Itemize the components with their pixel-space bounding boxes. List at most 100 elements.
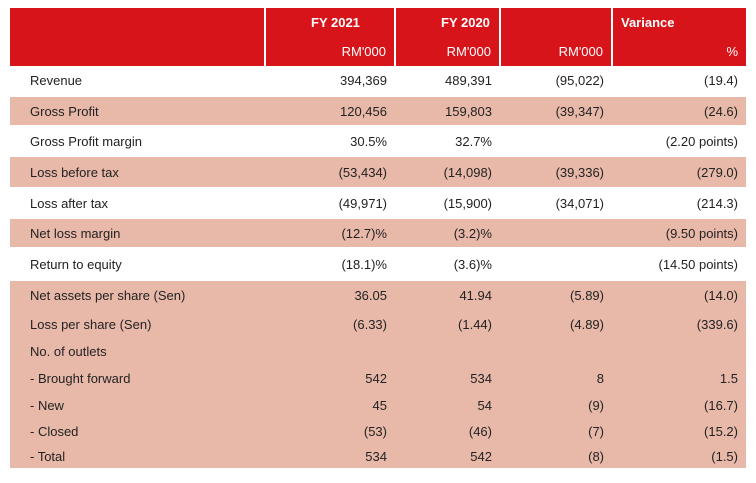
value-cell: (3.2)% <box>395 217 500 248</box>
value-cell: 30.5% <box>265 125 395 156</box>
row-label: - Closed <box>10 418 265 444</box>
value-cell: (95,022) <box>500 66 612 96</box>
value-cell: 534 <box>395 364 500 392</box>
value-cell: 534 <box>265 444 395 468</box>
row-label: - Total <box>10 444 265 468</box>
value-cell <box>500 217 612 248</box>
value-cell: (19.4) <box>612 66 746 96</box>
value-cell: 159,803 <box>395 95 500 126</box>
value-cell: (53,434) <box>265 155 395 188</box>
value-cell: 41.94 <box>395 279 500 310</box>
value-cell: (14.50 points) <box>612 247 746 280</box>
value-cell: (46) <box>395 418 500 444</box>
value-cell: 36.05 <box>265 279 395 310</box>
value-cell: (2.20 points) <box>612 125 746 156</box>
row-label: Loss after tax <box>10 187 265 218</box>
row-label: Gross Profit <box>10 95 265 126</box>
value-cell: (53) <box>265 418 395 444</box>
value-cell: (18.1)% <box>265 247 395 280</box>
value-cell: 489,391 <box>395 66 500 96</box>
header-row: FY 2021 FY 2020 Variance <box>10 8 746 37</box>
header-cell: RM'000 <box>394 37 500 66</box>
row-label: Net loss margin <box>10 217 265 248</box>
value-cell: (339.6) <box>612 310 746 338</box>
row-label: Loss before tax <box>10 155 265 188</box>
value-cell <box>500 247 612 280</box>
body-row: Revenue 394,369 489,391 (95,022) (19.4) <box>10 66 746 96</box>
value-cell <box>612 338 746 364</box>
body-row: Loss before tax (53,434) (14,098) (39,336)(… <box>10 155 746 188</box>
body-row: Loss after tax (49,971) (15,900) (34,071) (2… <box>10 187 746 218</box>
value-cell: (3.6)% <box>395 247 500 280</box>
body-row: - Brought forward 542 534 8 1.5 <box>10 364 746 392</box>
row-label: - Brought forward <box>10 364 265 392</box>
value-cell: (12.7)% <box>265 217 395 248</box>
body-row: Loss per share (Sen) (6.33) (1.44) (4.89) (3… <box>10 310 746 338</box>
row-label: - New <box>10 392 265 418</box>
value-cell: (7) <box>500 418 612 444</box>
value-cell: 542 <box>265 364 395 392</box>
body-row: Gross Profit margin 30.5% 32.7% (2.20 point… <box>10 125 746 156</box>
body-row: Return to equity (18.1)% (3.6)% (14.50 poin… <box>10 247 746 280</box>
value-cell: (279.0) <box>612 155 746 188</box>
body-row: Net assets per share (Sen) 36.05 41.94 (5.8… <box>10 279 746 310</box>
value-cell: 120,456 <box>265 95 395 126</box>
header-cell: Variance <box>611 8 746 37</box>
body-row: - New 45 54 (9) (16.7) <box>10 392 746 418</box>
value-cell: (14.0) <box>612 279 746 310</box>
value-cell: 8 <box>500 364 612 392</box>
financial-table: FY 2021 FY 2020 Variance RM'000 RM'000 RM'000… <box>10 8 746 468</box>
value-cell: 394,369 <box>265 66 395 96</box>
value-cell: 542 <box>395 444 500 468</box>
body-row: - Total 534 542 (8) (1.5) <box>10 444 746 468</box>
row-label: Return to equity <box>10 247 265 280</box>
value-cell: 1.5 <box>612 364 746 392</box>
value-cell: (5.89) <box>500 279 612 310</box>
value-cell: (214.3) <box>612 187 746 218</box>
value-cell: 45 <box>265 392 395 418</box>
value-cell: 32.7% <box>395 125 500 156</box>
header-cell: RM'000 <box>499 37 612 66</box>
value-cell: (9) <box>500 392 612 418</box>
header-row: RM'000 RM'000 RM'000% <box>10 37 746 66</box>
row-label: Gross Profit margin <box>10 125 265 156</box>
row-label: No. of outlets <box>10 338 265 364</box>
body-row: - Closed (53) (46) (7) (15.2) <box>10 418 746 444</box>
value-cell: 54 <box>395 392 500 418</box>
body-row: Gross Profit 120,456 159,803 (39,347) (24.6) <box>10 95 746 126</box>
value-cell: (6.33) <box>265 310 395 338</box>
header-cell <box>10 37 265 66</box>
value-cell: (16.7) <box>612 392 746 418</box>
body-row: Net loss margin (12.7)% (3.2)% (9.50 points… <box>10 217 746 248</box>
header-cell <box>10 8 265 37</box>
header-cell: FY 2021 <box>264 8 395 37</box>
value-cell: (39,347) <box>500 95 612 126</box>
value-cell: (14,098) <box>395 155 500 188</box>
value-cell: (15.2) <box>612 418 746 444</box>
row-label: Revenue <box>10 66 265 96</box>
value-cell: (9.50 points) <box>612 217 746 248</box>
body-row: No. of outlets <box>10 338 746 364</box>
row-label: Loss per share (Sen) <box>10 310 265 338</box>
table-container: FY 2021 FY 2020 Variance RM'000 RM'000 RM'000… <box>10 8 746 468</box>
value-cell <box>500 125 612 156</box>
value-cell: (8) <box>500 444 612 468</box>
header-cell: % <box>611 37 746 66</box>
value-cell: (1.44) <box>395 310 500 338</box>
header-cell: FY 2020 <box>394 8 500 37</box>
value-cell: (15,900) <box>395 187 500 218</box>
value-cell: (4.89) <box>500 310 612 338</box>
header-cell: RM'000 <box>264 37 395 66</box>
value-cell <box>395 338 500 364</box>
value-cell: (49,971) <box>265 187 395 218</box>
value-cell: (34,071) <box>500 187 612 218</box>
value-cell: (24.6) <box>612 95 746 126</box>
value-cell <box>500 338 612 364</box>
value-cell <box>265 338 395 364</box>
header-cell <box>499 8 612 37</box>
value-cell: (1.5) <box>612 444 746 468</box>
table-header: FY 2021 FY 2020 Variance RM'000 RM'000 RM'000… <box>10 8 746 66</box>
table-body: Revenue 394,369 489,391 (95,022) (19.4) Gross… <box>10 66 746 468</box>
value-cell: (39,336) <box>500 155 612 188</box>
row-label: Net assets per share (Sen) <box>10 279 265 310</box>
